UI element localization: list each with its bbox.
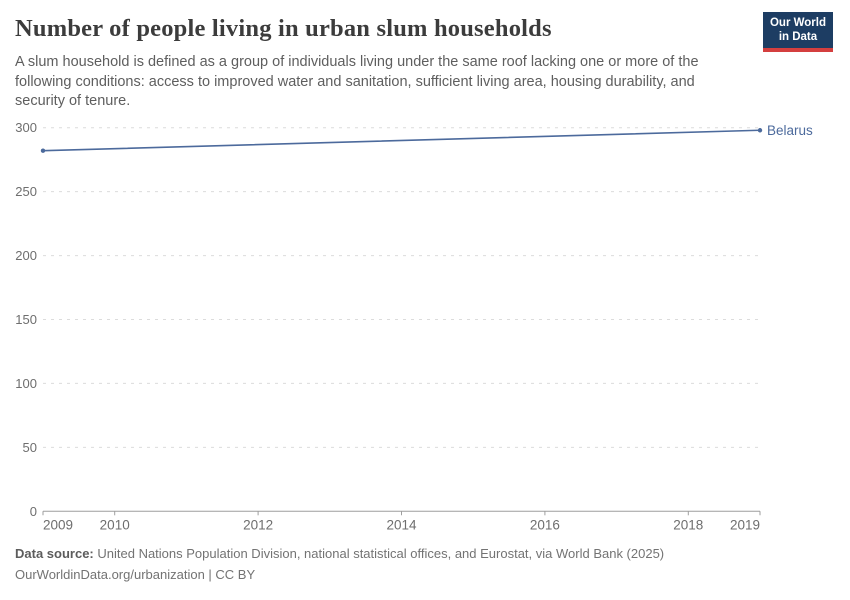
data-source-line: Data source: United Nations Population D… [15, 543, 664, 564]
data-source-text: United Nations Population Division, nati… [97, 546, 665, 561]
y-tick-label: 300 [15, 120, 37, 135]
owid-logo-line2: in Data [778, 30, 818, 43]
chart-area: 0 50 100 150 200 250 300 2009 2010 2012 2014 2016 20… [0, 118, 850, 535]
y-tick-label: 200 [15, 248, 37, 263]
data-line [42, 129, 761, 152]
line-chart-svg: 0 50 100 150 200 250 300 2009 2010 2012 2014 2016 20… [15, 120, 813, 532]
data-point [757, 128, 763, 133]
x-tick-label: 2014 [386, 517, 417, 532]
y-tick-label: 100 [15, 376, 37, 391]
y-tick-label: 0 [30, 504, 37, 519]
data-point [40, 148, 46, 153]
chart-footer: Data source: United Nations Population D… [15, 543, 664, 585]
x-tick-label: 2018 [673, 517, 703, 532]
x-tick-label: 2016 [530, 517, 560, 532]
owid-logo: Our World in Data [762, 12, 833, 52]
attribution-line: OurWorldinData.org/urbanization | CC BY [15, 567, 256, 582]
x-tick-label: 2009 [43, 517, 73, 532]
owid-logo-line1: Our World [769, 17, 826, 29]
y-tick-label: 150 [15, 312, 37, 327]
x-tick-label: 2012 [243, 517, 273, 532]
y-tick-label: 50 [23, 440, 37, 455]
chart-header: Number of people living in urban slum ho… [15, 12, 835, 112]
series-label: Belarus [767, 123, 813, 138]
x-tick-label: 2019 [730, 517, 760, 532]
chart-subtitle: A slum household is defined as a group o… [15, 54, 699, 109]
page-title: Number of people living in urban slum ho… [15, 15, 552, 42]
x-tick-label: 2010 [100, 517, 130, 532]
data-source-label: Data source: [15, 546, 94, 561]
y-tick-label: 250 [15, 184, 37, 199]
